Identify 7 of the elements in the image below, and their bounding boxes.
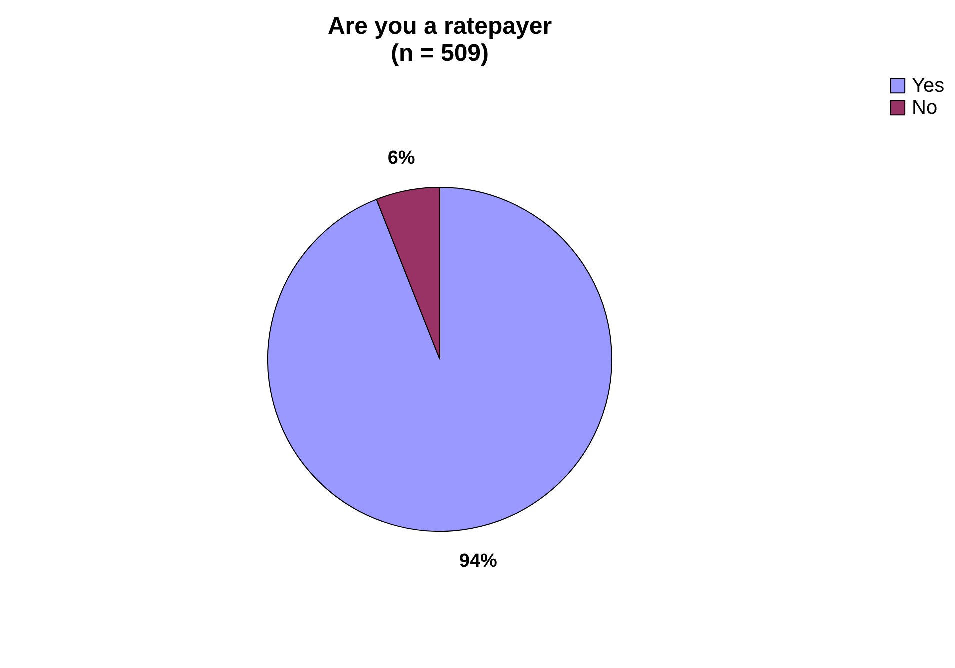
legend-label: No <box>912 97 938 119</box>
legend-label: Yes <box>912 75 945 97</box>
data-label: 94% <box>459 550 498 572</box>
data-label: 6% <box>388 148 416 170</box>
chart-title: Are you a ratepayer <box>328 13 552 40</box>
pie-slice <box>268 187 612 532</box>
chart-subtitle: (n = 509) <box>390 40 490 67</box>
